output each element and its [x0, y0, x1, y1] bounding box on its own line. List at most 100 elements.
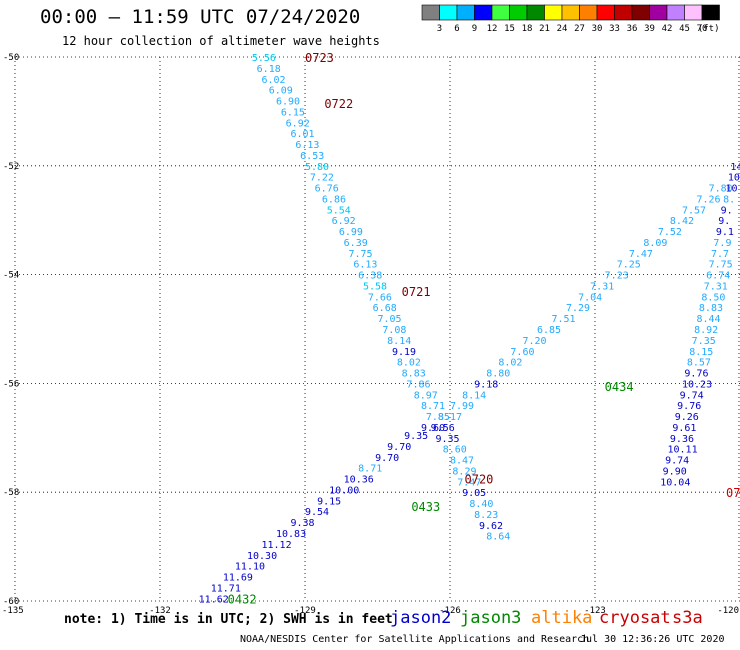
wave-height-value: 9.15	[317, 496, 341, 507]
wave-height-value: 7.22	[310, 173, 334, 184]
color-scale-unit: (ft)	[698, 24, 720, 34]
wave-height-value: 7.57	[682, 205, 706, 216]
color-scale-label: 9	[472, 24, 477, 34]
pass-time-label: 0434	[605, 380, 634, 394]
latitude-label: -54	[3, 271, 19, 281]
wave-height-value: 8.14	[387, 336, 411, 347]
color-scale-label: 15	[504, 24, 515, 34]
pass-time-label: 07	[726, 486, 740, 500]
color-scale-bar: 3 6 9 12 15 18 21 24 27 30 33 36 39 42 45 70(ft)	[421, 4, 720, 34]
legend-jason2: jason2	[390, 608, 452, 628]
pass-time-label: 0720	[465, 473, 494, 487]
wave-height-value: 7.20	[523, 336, 547, 347]
wave-height-value: 9.	[718, 216, 730, 227]
latitude-label: -52	[3, 162, 19, 172]
wave-height-value: 8.23	[474, 510, 498, 521]
axis-labels: -50 -52 -54 -56 -58 -60-135 -132 -129 -126 -123 -1…	[2, 53, 739, 616]
wave-height-value: 8.14	[462, 390, 486, 401]
wave-height-value: 7.35	[692, 336, 716, 347]
wave-height-value: 7.05	[378, 314, 402, 325]
wave-height-value: 8.97	[414, 390, 438, 401]
wave-height-value: 6.09	[269, 86, 293, 97]
wave-height-value: 9.19	[392, 347, 416, 358]
track-cryosat: 5.566.186.026.096.906.156.926.016.136.53…	[252, 53, 511, 543]
wave-height-value: 6.01	[291, 129, 315, 140]
wave-height-value: 6.53	[300, 151, 324, 162]
wave-height-value: 6.85	[537, 325, 561, 336]
wave-height-value: 10.30	[247, 551, 277, 562]
wave-height-value: 6.86	[322, 194, 346, 205]
wave-height-value: 6.38	[358, 271, 382, 282]
wave-height-value: 7.86	[407, 379, 431, 390]
wave-height-value: 9.70	[375, 453, 399, 464]
color-scale-label: 3	[437, 24, 442, 34]
longitude-label: -135	[2, 606, 24, 616]
wave-height-value: 6.39	[344, 238, 368, 249]
wave-height-value: 10.23	[682, 379, 712, 390]
wave-height-value: 11.10	[235, 562, 265, 573]
credit-line: NOAA/NESDIS Center for Satellite Applica…	[240, 634, 590, 645]
color-scale-label: 36	[627, 24, 638, 34]
legend-cryosat: cryosat	[599, 608, 671, 628]
wave-height-value: 9.26	[675, 412, 699, 423]
pass-time-label: 0722	[324, 97, 353, 111]
wave-height-value: 10	[726, 184, 738, 195]
wave-height-value: 8.47	[450, 456, 474, 467]
units-note: note: 1) Time is in UTC; 2) SWH is in fe…	[64, 612, 393, 627]
wave-height-value: 9.1	[716, 227, 734, 238]
wave-height-value: 8.42	[670, 216, 694, 227]
wave-height-value: 9.70	[387, 442, 411, 453]
wave-height-value: 7.52	[658, 227, 682, 238]
latitude-label: -56	[3, 379, 19, 389]
wave-height-value: 9.18	[474, 379, 498, 390]
wave-height-value: 9.05	[462, 488, 486, 499]
wave-height-value: 7.31	[590, 281, 614, 292]
wave-height-value: 8.50	[701, 292, 725, 303]
track-jason3: 11.6211.7111.6911.1010.3011.1210.839.389…	[199, 184, 733, 606]
wave-height-value: 7.47	[457, 477, 481, 488]
wave-height-value: 9.62	[479, 521, 503, 532]
wave-height-value: 9.38	[291, 518, 315, 529]
wave-height-value: 9.56	[431, 423, 455, 434]
wave-height-value: 5.58	[363, 281, 387, 292]
wave-height-value: 8.02	[498, 358, 522, 369]
wave-height-value: 5.56	[252, 53, 276, 64]
wave-height-value: 9.74	[665, 456, 689, 467]
wave-height-value: 9.35	[436, 434, 460, 445]
wave-height-value: 9.61	[672, 423, 696, 434]
wave-height-value: 9.60	[421, 423, 445, 434]
wave-height-value: 6.15	[281, 107, 305, 118]
wave-height-value: 8.80	[486, 369, 510, 380]
color-scale-label: 33	[609, 24, 620, 34]
wave-height-value: 11.12	[262, 540, 292, 551]
color-swatch	[439, 4, 458, 21]
wave-height-value: 9.	[721, 205, 733, 216]
longitude-label: -126	[439, 606, 461, 616]
wave-height-value: 6.13	[295, 140, 319, 151]
wave-height-value: 8.92	[694, 325, 718, 336]
wave-height-value: 7.66	[368, 292, 392, 303]
color-scale-label: 70	[697, 24, 708, 34]
wave-height-value: 5.80	[305, 162, 329, 173]
color-scale-label: 18	[522, 24, 533, 34]
color-swatch	[421, 4, 440, 21]
wave-height-value: 7.75	[349, 249, 373, 260]
track-cryosat2: 1410108.9.9.9.17.97.77.756.747.318.508.8…	[660, 162, 740, 489]
wave-height-value: 7.26	[697, 194, 721, 205]
color-swatch	[631, 4, 650, 21]
wave-height-value: 6.99	[339, 227, 363, 238]
wave-height-value: 7.7	[711, 249, 729, 260]
color-swatch	[579, 4, 598, 21]
color-scale-label: 27	[574, 24, 585, 34]
color-swatch	[474, 4, 493, 21]
wave-height-value: 6.74	[706, 271, 730, 282]
wave-height-value: 8.02	[397, 358, 421, 369]
wave-height-value: 10.11	[668, 445, 698, 456]
color-swatch	[649, 4, 668, 21]
wave-height-value: 11.62	[199, 594, 229, 605]
color-scale-label: 21	[539, 24, 550, 34]
wave-height-value: 9.90	[663, 466, 687, 477]
wave-height-value: 7.75	[709, 260, 733, 271]
wave-height-value: 10.36	[344, 475, 374, 486]
longitude-label: -129	[294, 606, 316, 616]
